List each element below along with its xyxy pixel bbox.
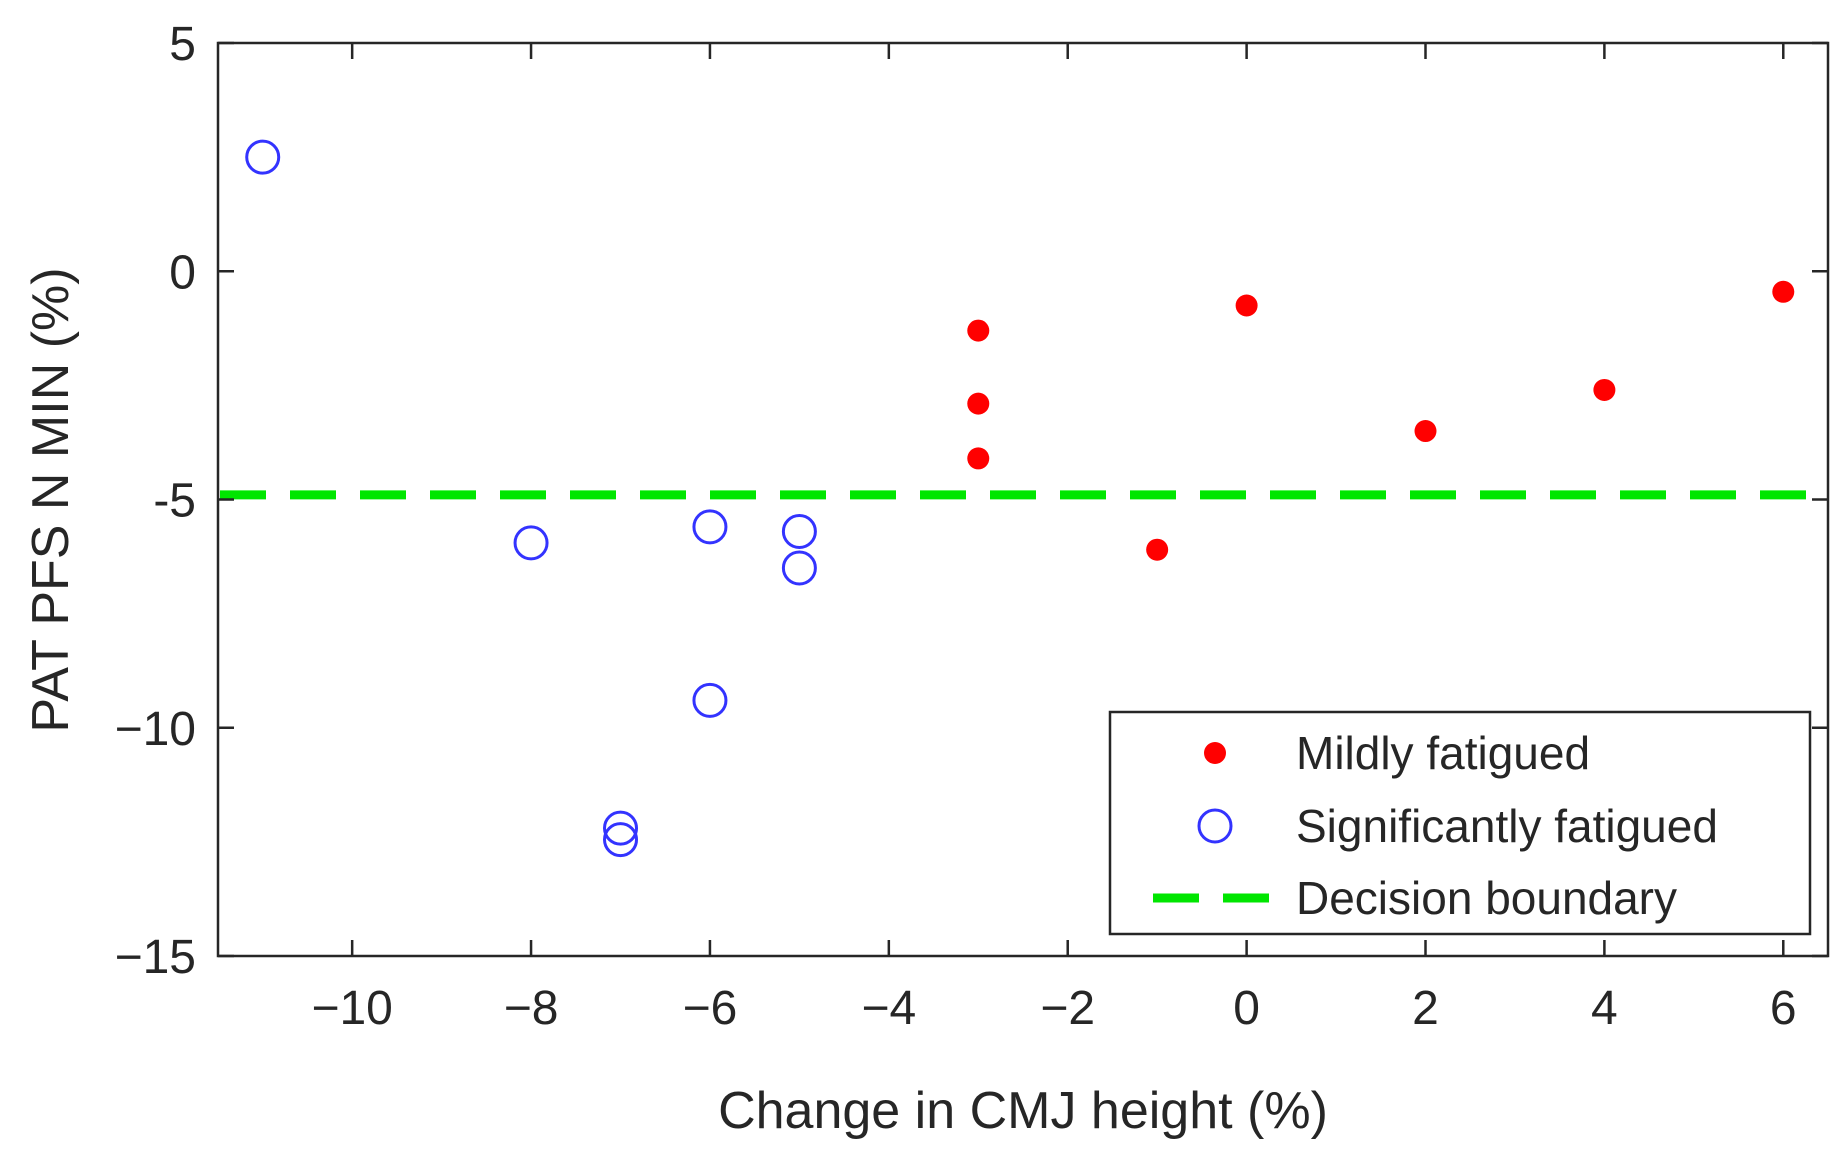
legend-label-mildly-fatigued: Mildly fatigued <box>1296 727 1590 779</box>
x-tick-label: 6 <box>1770 982 1797 1035</box>
x-tick-label: −4 <box>861 982 916 1035</box>
y-axis-title: PAT PFS N MIN (%) <box>22 267 80 732</box>
significantly-fatigued-point <box>692 682 728 718</box>
x-tick-label: −2 <box>1040 982 1095 1035</box>
significantly-fatigued-point <box>513 525 549 561</box>
legend-box <box>1108 710 1812 936</box>
mildly-fatigued-point <box>1593 378 1616 401</box>
x-axis-title: Change in CMJ height (%) <box>718 1082 1328 1140</box>
legend-marker-mildly-fatigued <box>1204 742 1226 764</box>
y-tick-label: 5 <box>169 18 196 71</box>
y-tick-label: −15 <box>115 931 196 984</box>
x-tick-label: −6 <box>683 982 738 1035</box>
x-tick-label: −10 <box>311 982 392 1035</box>
legend-marker-significantly-fatigued <box>1197 808 1233 844</box>
mildly-fatigued-point <box>1414 420 1437 443</box>
x-tick-label: 4 <box>1591 982 1618 1035</box>
x-axis: −10 −8 −6 −4 −2 0 2 4 6 <box>311 43 1797 1035</box>
significantly-fatigued-point <box>781 550 817 586</box>
y-tick-label: -5 <box>153 475 196 528</box>
legend: Mildly fatigued Significantly fatigued D… <box>1108 710 1812 936</box>
y-axis: −15 −10 -5 0 5 <box>115 18 1828 984</box>
x-tick-label: 0 <box>1233 982 1260 1035</box>
plot-area <box>216 41 1830 958</box>
mildly-fatigued-point <box>967 392 990 415</box>
mildly-fatigued-point <box>967 447 990 470</box>
mildly-fatigued-point <box>967 319 990 342</box>
significantly-fatigued-point <box>781 513 817 549</box>
legend-label-decision-boundary: Decision boundary <box>1296 872 1677 924</box>
y-tick-label: 0 <box>169 246 196 299</box>
mildly-fatigued-point <box>1146 538 1169 561</box>
significantly-fatigued-point <box>245 139 281 175</box>
mildly-fatigued-point <box>1772 280 1795 303</box>
significantly-fatigued-point <box>603 810 638 846</box>
mildly-fatigued-point <box>1235 294 1258 317</box>
significantly-fatigued-point <box>692 509 728 545</box>
significantly-fatigued-point <box>603 822 638 858</box>
x-tick-label: −8 <box>504 982 559 1035</box>
legend-label-significantly-fatigued: Significantly fatigued <box>1296 800 1718 852</box>
data-points-layer <box>245 139 1795 858</box>
y-tick-label: −10 <box>115 703 196 756</box>
x-tick-label: 2 <box>1412 982 1439 1035</box>
